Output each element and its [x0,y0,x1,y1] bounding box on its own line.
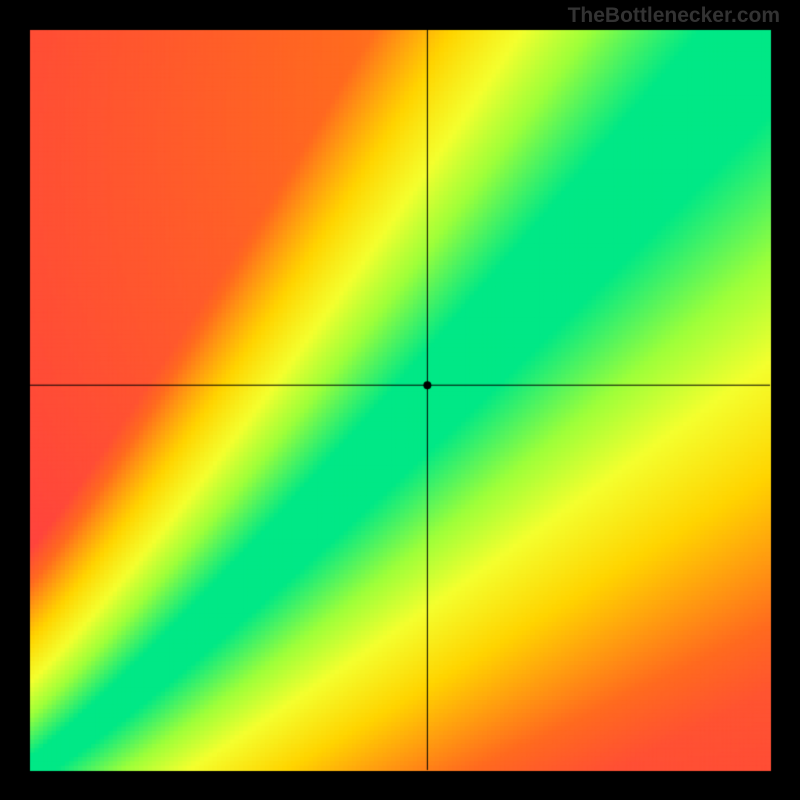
chart-container: TheBottlenecker.com [0,0,800,800]
watermark-text: TheBottlenecker.com [568,4,780,28]
bottleneck-heatmap-canvas [0,0,800,800]
